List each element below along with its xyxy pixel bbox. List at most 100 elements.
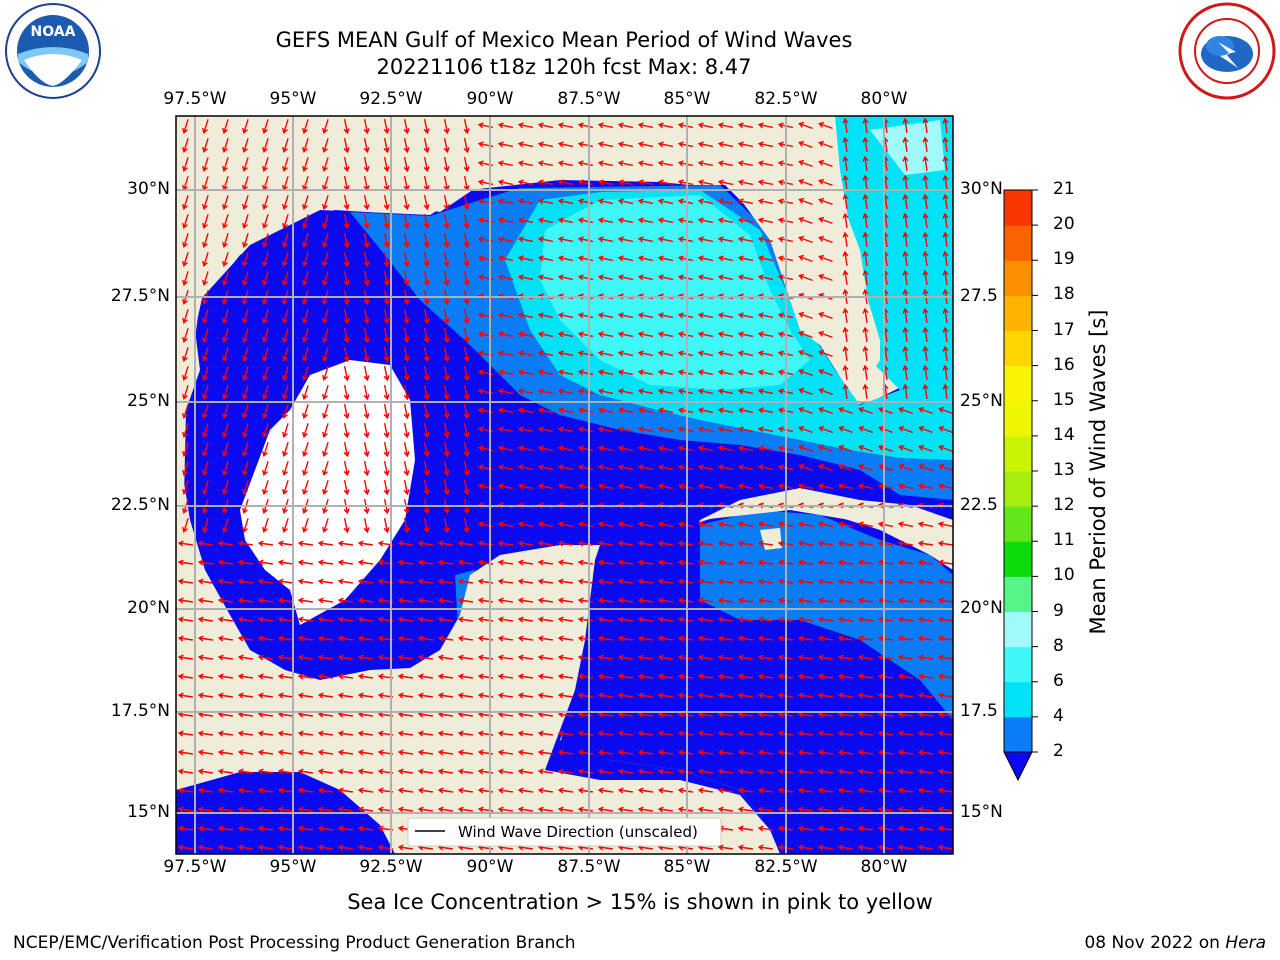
wind-arrow (557, 236, 574, 243)
wind-arrow (497, 540, 514, 547)
north-coast-land (176, 116, 880, 420)
wind-arrow (577, 426, 594, 433)
graticule (176, 116, 953, 854)
wind-arrow (262, 366, 269, 381)
wind-arrow (277, 578, 294, 585)
wind-arrow (557, 559, 574, 566)
wind-arrow (537, 559, 554, 566)
wind-arrow (297, 825, 314, 832)
wind-arrow (897, 806, 914, 813)
wind-arrow (577, 312, 594, 319)
wind-arrow (737, 521, 754, 528)
wind-arrow (657, 730, 674, 737)
band-6-8 (540, 195, 810, 390)
wind-arrow (222, 423, 229, 438)
wind-arrow (262, 138, 269, 153)
wind-arrow (517, 578, 534, 585)
wind-arrow (282, 461, 289, 476)
wind-arrow (737, 844, 754, 851)
wind-arrow (417, 559, 434, 566)
wind-arrow (878, 425, 893, 434)
wind-arrow (282, 442, 289, 457)
wind-arrow (177, 559, 194, 566)
wind-arrow (423, 403, 430, 420)
wind-arrow (918, 444, 933, 453)
wind-arrow (857, 825, 874, 832)
wind-arrow (557, 692, 574, 699)
wind-arrow (857, 768, 874, 775)
wind-arrow (797, 673, 814, 680)
wind-arrow (877, 483, 894, 490)
wind-arrow (697, 692, 714, 699)
wind-arrow (497, 236, 514, 243)
wind-arrow (197, 844, 214, 851)
wind-arrow (817, 730, 834, 737)
wind-arrow (862, 364, 869, 381)
wind-arrow (383, 118, 390, 135)
wind-arrow (617, 578, 634, 585)
wind-arrow (617, 141, 634, 148)
wind-arrow (302, 214, 309, 229)
wind-arrow (757, 274, 774, 281)
wind-arrow (383, 365, 390, 382)
wind-arrow (177, 825, 194, 832)
wind-arrow (937, 730, 953, 737)
wind-arrow (597, 160, 614, 167)
wind-arrow (942, 136, 949, 153)
wind-arrow (437, 806, 454, 813)
wind-arrow (637, 616, 654, 623)
wind-arrow (463, 270, 470, 287)
wind-arrow (902, 326, 909, 343)
wind-arrow (197, 730, 214, 737)
wind-arrow (537, 236, 554, 243)
wind-arrow (757, 255, 774, 262)
wind-arrow (497, 578, 514, 585)
wind-arrow (443, 403, 450, 420)
wind-arrow (798, 140, 813, 149)
wind-arrow (858, 425, 873, 434)
colorbar-segment (1004, 295, 1032, 331)
wind-arrow (403, 327, 410, 344)
wind-arrow (237, 787, 254, 794)
wind-arrow (697, 806, 714, 813)
wind-arrow (322, 461, 329, 476)
wind-arrow (557, 217, 574, 224)
wind-arrow (182, 328, 189, 343)
wind-arrow (817, 635, 834, 642)
wind-arrow (222, 461, 229, 476)
wind-arrow (857, 673, 874, 680)
wind-arrow (337, 768, 354, 775)
wind-arrow (322, 252, 329, 267)
wind-arrow (403, 213, 410, 230)
wind-arrow (197, 768, 214, 775)
wind-arrow (257, 844, 274, 851)
wind-arrow (657, 787, 674, 794)
wind-arrow (657, 369, 674, 376)
wind-arrow (497, 445, 514, 452)
wind-arrow (617, 540, 634, 547)
wind-arrow (297, 749, 314, 756)
wind-arrow (877, 768, 894, 775)
wind-arrow (797, 825, 814, 832)
wind-arrow (717, 483, 734, 490)
legend-label: Wind Wave Direction (unscaled) (458, 823, 698, 841)
wind-arrow (237, 673, 254, 680)
wind-arrow (217, 825, 234, 832)
wind-arrow (457, 768, 474, 775)
wind-arrow (383, 270, 390, 287)
wind-arrow (182, 366, 189, 381)
wind-arrow (862, 174, 869, 191)
wind-arrow (217, 578, 234, 585)
wind-arrow (697, 255, 714, 262)
wind-arrow (302, 347, 309, 362)
wind-arrow (837, 692, 854, 699)
wind-arrow (282, 214, 289, 229)
wind-arrow (517, 464, 534, 471)
wind-arrow (262, 271, 269, 286)
wind-arrow (757, 635, 774, 642)
lon-label: 90°W (466, 857, 514, 877)
wind-arrow (222, 480, 229, 495)
wind-arrow (443, 422, 450, 439)
wind-arrow (942, 269, 949, 286)
wind-arrow (497, 122, 514, 129)
